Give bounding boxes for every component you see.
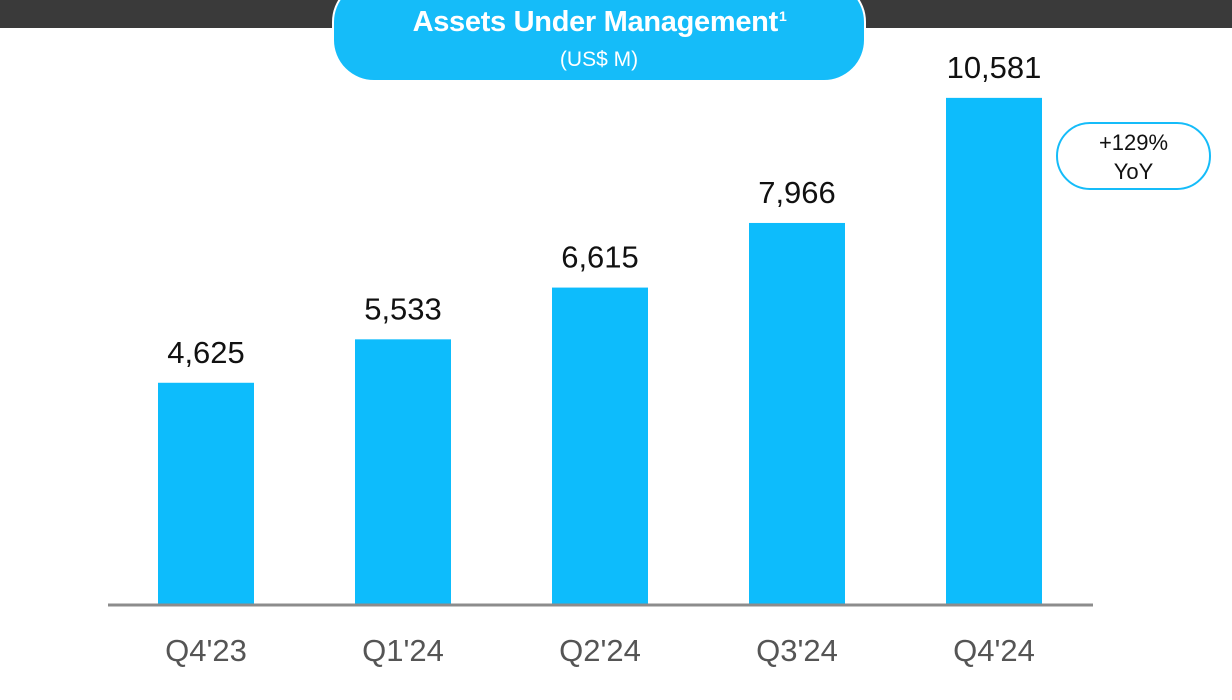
bar-0 bbox=[158, 382, 254, 604]
yoy-growth-value: +129% bbox=[1098, 130, 1169, 155]
bar-4 bbox=[946, 97, 1042, 605]
yoy-growth-badge: +129% YoY bbox=[1056, 122, 1211, 190]
category-tick-label: Q2'24 bbox=[559, 633, 641, 668]
chart-title: Assets Under Management1 bbox=[334, 6, 864, 39]
title-footnote-marker: 1 bbox=[778, 8, 787, 24]
bar-3 bbox=[749, 222, 845, 605]
chart-title-pill: Assets Under Management1 (US$ M) bbox=[332, 0, 866, 82]
category-tick-label: Q3'24 bbox=[756, 633, 838, 668]
bar-2 bbox=[552, 287, 648, 604]
yoy-growth-label: YoY bbox=[1113, 159, 1154, 184]
bar-value-label: 4,625 bbox=[167, 335, 245, 370]
bar-value-label: 5,533 bbox=[364, 291, 442, 326]
bar-1 bbox=[355, 339, 451, 604]
chart-title-text: Assets Under Management bbox=[412, 6, 779, 38]
category-tick-label: Q4'24 bbox=[953, 633, 1035, 668]
bar-value-label: 7,966 bbox=[758, 175, 836, 210]
chart-subtitle: (US$ M) bbox=[559, 48, 639, 71]
bar-value-label: 6,615 bbox=[561, 240, 639, 275]
bar-value-label: 10,581 bbox=[947, 50, 1042, 85]
category-tick-label: Q4'23 bbox=[165, 633, 247, 668]
category-tick-label: Q1'24 bbox=[362, 633, 444, 668]
